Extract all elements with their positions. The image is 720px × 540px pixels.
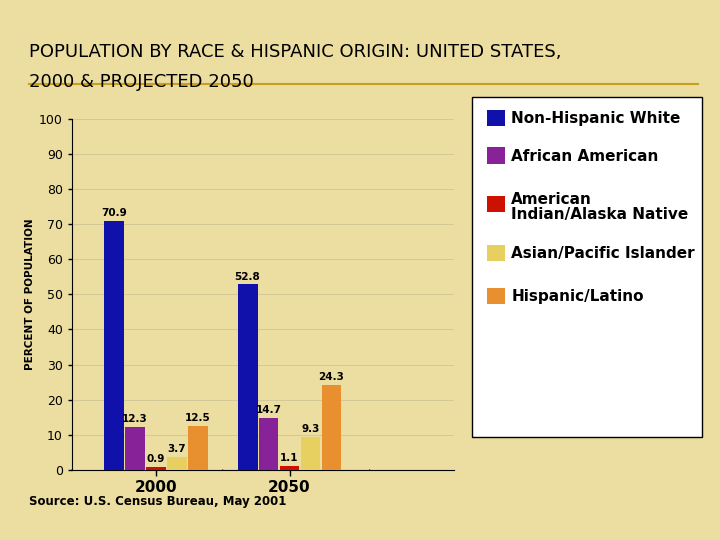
Text: Hispanic/Latino: Hispanic/Latino [511, 289, 644, 305]
Bar [279, 466, 300, 470]
Bar [322, 384, 341, 470]
Text: 24.3: 24.3 [318, 372, 344, 382]
Text: Indian/Alaska Native: Indian/Alaska Native [511, 207, 688, 222]
Y-axis label: PERCENT OF POPULATION: PERCENT OF POPULATION [25, 219, 35, 370]
Text: African American: African American [511, 149, 659, 164]
Text: POPULATION BY RACE & HISPANIC ORIGIN: UNITED STATES,: POPULATION BY RACE & HISPANIC ORIGIN: UN… [29, 43, 562, 61]
Text: Asian/Pacific Islander: Asian/Pacific Islander [511, 246, 695, 261]
Bar [300, 437, 320, 470]
Text: 12.3: 12.3 [122, 414, 148, 424]
Bar [125, 427, 145, 470]
Bar [104, 221, 124, 470]
Text: Source: U.S. Census Bureau, May 2001: Source: U.S. Census Bureau, May 2001 [29, 495, 286, 508]
Text: 70.9: 70.9 [101, 208, 127, 218]
Text: 0.9: 0.9 [147, 454, 165, 464]
Bar [258, 418, 279, 470]
Text: 12.5: 12.5 [185, 413, 211, 423]
Text: 9.3: 9.3 [301, 424, 320, 434]
Text: 14.7: 14.7 [256, 406, 282, 415]
Text: American: American [511, 192, 592, 207]
Bar [167, 457, 187, 470]
Bar [238, 285, 258, 470]
Text: Non-Hispanic White: Non-Hispanic White [511, 111, 680, 126]
Text: 2000 & PROJECTED 2050: 2000 & PROJECTED 2050 [29, 73, 253, 91]
Text: 1.1: 1.1 [280, 453, 299, 463]
Text: 3.7: 3.7 [168, 444, 186, 454]
Bar [188, 426, 208, 470]
Bar [146, 467, 166, 470]
Text: 52.8: 52.8 [235, 272, 261, 282]
